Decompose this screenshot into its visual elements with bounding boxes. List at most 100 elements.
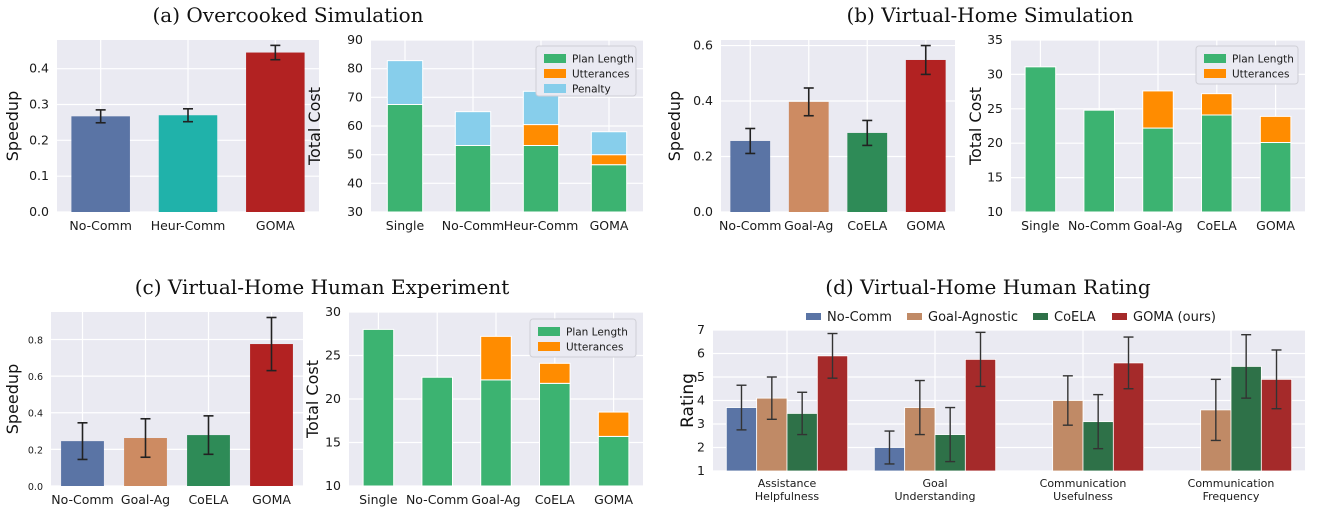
- y-tick-label: 30: [325, 304, 341, 319]
- stacked-bar-segment: [480, 379, 512, 487]
- panel-title-d: (d) Virtual-Home Human Rating: [825, 275, 1151, 299]
- stacked-bar-segment: [480, 335, 512, 381]
- y-tick-label: 0.0: [28, 482, 43, 493]
- bar: [788, 101, 829, 212]
- y-tick-label: 7: [697, 322, 705, 337]
- y-tick-label: 5: [697, 369, 705, 384]
- stacked-bar-segment: [454, 111, 492, 146]
- panel-title-c: (c) Virtual-Home Human Experiment: [135, 275, 510, 299]
- y-tick-label: 0.3: [29, 97, 49, 112]
- y-tick-label: 0.6: [28, 372, 43, 383]
- legend-label: Utterances: [566, 342, 624, 354]
- y-tick-label: 0.2: [29, 132, 49, 147]
- stacked-bar-segment: [597, 435, 630, 487]
- legend-swatch: [1204, 69, 1226, 78]
- stacked-bar-segment: [597, 411, 630, 437]
- y-tick-label: 20: [987, 135, 1003, 150]
- y-axis-label: Speedup: [3, 364, 22, 434]
- x-tick-label: GOMA: [1256, 218, 1295, 233]
- x-tick-label: GOMA: [590, 218, 629, 233]
- y-tick-label: 0.0: [29, 204, 49, 219]
- stacked-bar-segment: [522, 144, 560, 213]
- stacked-bar-segment: [362, 328, 395, 487]
- legend-swatch: [544, 54, 566, 63]
- bar: [246, 52, 305, 212]
- y-tick-label: 20: [325, 391, 341, 406]
- stacked-bar-segment: [1083, 109, 1115, 213]
- y-tick-label: 0.1: [29, 168, 49, 183]
- x-tick-label: Goal-Ag: [784, 218, 833, 233]
- stacked-bar-segment: [386, 104, 424, 213]
- y-tick-label: 35: [987, 32, 1003, 47]
- x-tick-label: Understanding: [894, 490, 975, 503]
- stacked-bar-segment: [590, 164, 628, 213]
- legend-swatch: [538, 342, 560, 351]
- y-tick-label: 1: [697, 463, 705, 478]
- x-tick-label: GOMA: [906, 218, 945, 233]
- y-tick-label: 0.4: [28, 409, 43, 420]
- stacked-bar-segment: [1259, 142, 1292, 213]
- x-tick-label: No-Comm: [442, 218, 504, 233]
- x-tick-label: Communication: [1040, 477, 1127, 490]
- legend-swatch: [538, 327, 560, 336]
- stacked-bar-segment: [386, 60, 424, 105]
- legend-swatch: [1112, 313, 1127, 320]
- y-tick-label: 60: [347, 118, 363, 133]
- x-tick-label: Assistance: [758, 477, 817, 490]
- y-tick-label: 0.4: [693, 93, 713, 108]
- stacked-bar-segment: [1259, 115, 1292, 144]
- chart-a-speedup: 0.0 0.1 0.2 0.3 0.4 Speedup No-Comm Heur-Comm GO…: [3, 40, 319, 233]
- x-tick-label: GOMA: [252, 492, 291, 507]
- stacked-bar-segment: [1201, 93, 1233, 116]
- stacked-bar-segment: [539, 382, 571, 487]
- chart-c-speedup: 0.0 0.2 0.4 0.6 0.8 Speedup No-Comm Goal-Ag CoEL…: [3, 312, 303, 507]
- stacked-bar-segment: [590, 131, 628, 156]
- x-tick-label: No-Comm: [406, 492, 468, 507]
- legend-label: Utterances: [1232, 69, 1290, 81]
- x-tick-label: Single: [359, 492, 398, 507]
- legend-label: Penalty: [572, 84, 611, 96]
- x-tick-label: Goal-Ag: [121, 492, 170, 507]
- x-tick-label: CoELA: [535, 492, 576, 507]
- y-tick-label: 0.8: [28, 335, 43, 346]
- legend-label: Goal-Agnostic: [928, 310, 1018, 325]
- y-tick-label: 90: [347, 32, 363, 47]
- y-tick-label: 3: [697, 416, 705, 431]
- y-tick-label: 40: [347, 175, 363, 190]
- legend-swatch: [1204, 54, 1226, 63]
- y-tick-label: 25: [987, 101, 1003, 116]
- legend-label: GOMA (ours): [1133, 310, 1216, 325]
- x-tick-label: Heur-Comm: [504, 218, 579, 233]
- stacked-bar-segment: [1201, 114, 1233, 213]
- y-axis-label: Total Cost: [966, 87, 985, 166]
- y-tick-label: 6: [697, 346, 705, 361]
- y-axis-label: Total Cost: [305, 87, 324, 166]
- legend-swatch: [1033, 313, 1048, 320]
- y-tick-label: 0.2: [28, 445, 43, 456]
- x-tick-label: Single: [1021, 218, 1060, 233]
- y-tick-label: 0.6: [693, 38, 713, 53]
- x-tick-label: No-Comm: [69, 218, 131, 233]
- y-axis-label: Rating: [678, 373, 698, 428]
- bar: [158, 115, 218, 212]
- x-tick-label: No-Comm: [719, 218, 781, 233]
- x-tick-label: No-Comm: [1068, 218, 1130, 233]
- stacked-bar-segment: [539, 362, 571, 384]
- x-tick-label: Frequency: [1203, 490, 1260, 503]
- x-tick-label: GOMA: [256, 218, 295, 233]
- panel-title-a: (a) Overcooked Simulation: [153, 3, 424, 27]
- bar: [905, 59, 946, 212]
- legend-label: Plan Length: [566, 327, 628, 339]
- x-tick-label: CoELA: [1197, 218, 1238, 233]
- chart-a-cost: 30 40 50 60 70 80 90 Total Cost Single No-Comm Heu…: [305, 32, 643, 233]
- legend-swatch: [907, 313, 922, 320]
- y-tick-label: 25: [325, 348, 341, 363]
- chart-c-cost: 10 15 20 25 30 Total Cost Single No-Comm Goal-Ag…: [303, 304, 643, 507]
- y-tick-label: 0.2: [693, 149, 713, 164]
- legend-label: Plan Length: [1232, 54, 1294, 66]
- legend-swatch: [806, 313, 821, 320]
- x-tick-label: Goal: [922, 477, 947, 490]
- stacked-bar-segment: [454, 144, 492, 213]
